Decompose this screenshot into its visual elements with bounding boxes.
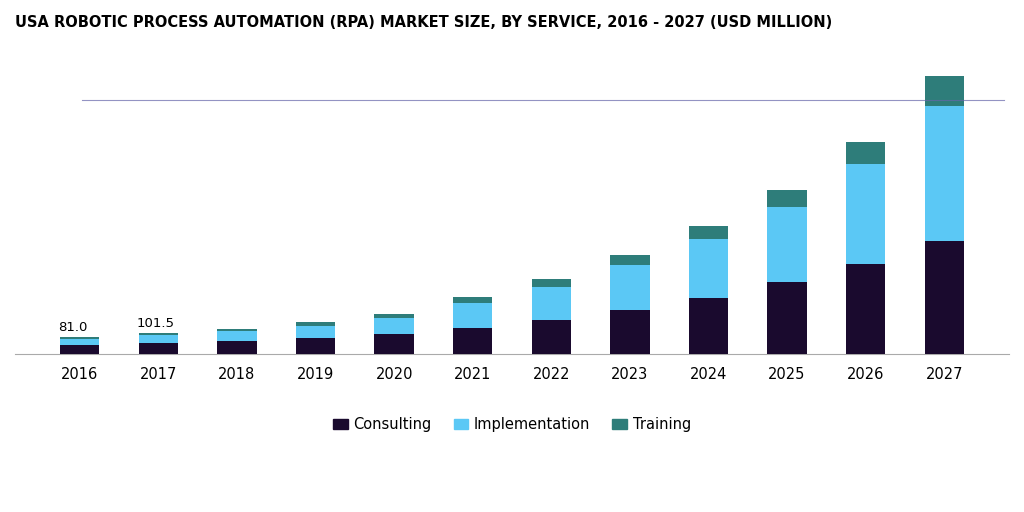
Bar [139,333,178,335]
Bar [846,142,885,164]
Bar [139,343,178,354]
Bar [453,303,493,328]
Bar [689,239,728,297]
Bar [60,339,99,345]
Bar [531,279,571,287]
Bar [767,207,807,282]
Bar [60,337,99,339]
Text: 101.5: 101.5 [136,316,174,330]
Bar [217,331,257,341]
Bar [139,335,178,343]
Bar [846,264,885,354]
Bar [767,189,807,207]
Bar [531,321,571,354]
Bar [453,296,493,303]
Bar [296,326,335,337]
Bar [689,297,728,354]
Bar [846,164,885,264]
Text: USA ROBOTIC PROCESS AUTOMATION (RPA) MARKET SIZE, BY SERVICE, 2016 - 2027 (USD M: USA ROBOTIC PROCESS AUTOMATION (RPA) MAR… [15,15,833,30]
Bar [610,310,649,354]
Bar [531,287,571,321]
Bar [296,337,335,354]
Bar [925,241,964,354]
Legend: Consulting, Implementation, Training: Consulting, Implementation, Training [328,411,696,438]
Bar [689,226,728,239]
Bar [453,328,493,354]
Bar [925,76,964,105]
Bar [767,282,807,354]
Bar [217,341,257,354]
Bar [375,334,414,354]
Text: 81.0: 81.0 [57,321,87,334]
Bar [217,329,257,331]
Bar [610,265,649,310]
Bar [375,318,414,334]
Bar [296,322,335,326]
Bar [610,255,649,265]
Bar [375,314,414,318]
Bar [60,345,99,354]
Bar [925,105,964,241]
